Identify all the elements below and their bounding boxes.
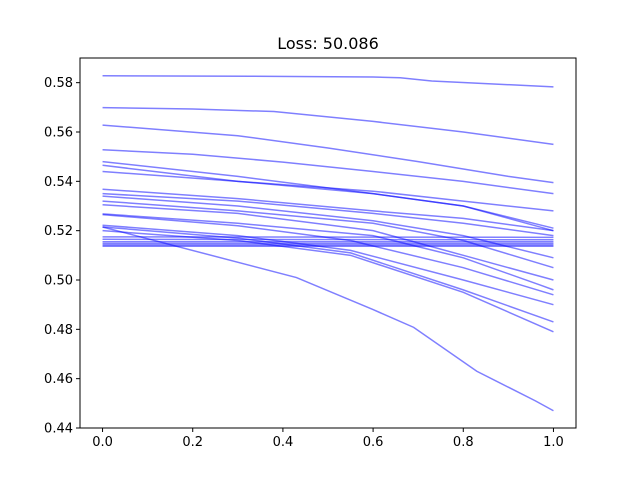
- series-line-s4: [102, 149, 554, 195]
- x-tick-label: 0.4: [273, 435, 294, 450]
- x-axis: 0.0 0.2 0.4 0.6 0.8 1.0: [92, 428, 564, 450]
- series-line-s15: [102, 224, 554, 306]
- chart-title: Loss: 50.086: [277, 34, 379, 53]
- y-tick-label: 0.54: [44, 175, 73, 190]
- x-tick-label: 0.6: [363, 435, 384, 450]
- plot-frame: [79, 57, 577, 429]
- y-tick-label: 0.56: [44, 126, 73, 141]
- y-axis: 0.44 0.46 0.48 0.50 0.52 0.54 0.56 0.58: [44, 76, 80, 437]
- series-line-s18: [102, 226, 554, 412]
- series-line-s11: [102, 200, 554, 269]
- x-tick-label: 0.8: [453, 435, 474, 450]
- series-line-s14: [102, 213, 554, 296]
- series-line-s16: [102, 226, 554, 323]
- series-line-s3: [102, 124, 554, 184]
- x-tick-label: 0.2: [182, 435, 203, 450]
- y-tick-label: 0.48: [44, 323, 73, 338]
- x-tick-label: 1.0: [543, 435, 564, 450]
- series-line-s2: [102, 106, 554, 146]
- series-line-s6: [102, 164, 554, 229]
- y-tick-label: 0.50: [44, 274, 73, 289]
- y-tick-label: 0.52: [44, 224, 73, 239]
- series-line-s8: [102, 188, 554, 232]
- x-tick-label: 0.0: [92, 435, 113, 450]
- y-tick-label: 0.44: [44, 422, 73, 437]
- y-tick-label: 0.46: [44, 372, 73, 387]
- series-line-s7: [102, 170, 554, 212]
- y-tick-label: 0.58: [44, 76, 73, 91]
- series-line-s12: [102, 204, 554, 281]
- series-line-s9: [102, 192, 554, 237]
- series-line-s19: [102, 236, 554, 239]
- series-line-s1: [102, 75, 554, 88]
- series-group: [102, 75, 554, 412]
